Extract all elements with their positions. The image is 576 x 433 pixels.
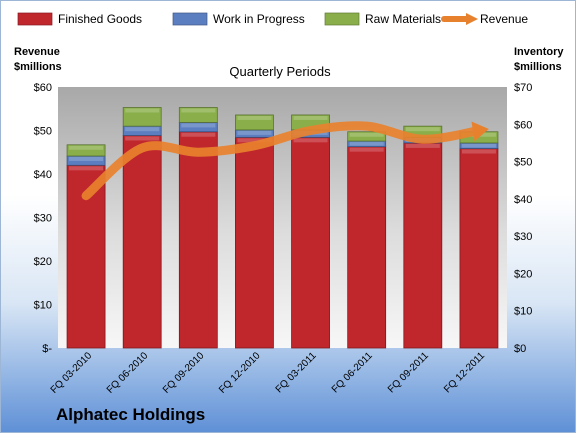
x-tick-label: FQ 03-2010 (49, 350, 95, 396)
bar-highlight (461, 143, 496, 148)
left-tick-label: $- (42, 343, 52, 355)
bar-highlight (349, 142, 384, 146)
bar-finished-goods (347, 146, 387, 349)
right-tick-label: $70 (514, 82, 532, 94)
revenue-line (81, 121, 484, 201)
right-tick-label: $60 (514, 119, 532, 131)
bar-highlight (181, 132, 216, 137)
legend: Finished Goods Work in Progress Raw Materi… (17, 12, 528, 26)
right-axis: $0 $10 $20 $30 $40 $50 $60 $70 (514, 82, 532, 355)
left-tick-label: $20 (34, 256, 52, 268)
x-tick-label: FQ 09-2011 (386, 350, 431, 395)
bar-highlight (69, 156, 104, 161)
right-tick-label: $40 (514, 194, 532, 206)
legend-label: Raw Materials (365, 12, 441, 26)
bar-finished-goods (235, 136, 274, 349)
revenue-arrowhead (471, 121, 489, 142)
legend-swatch-raw-materials (324, 12, 360, 26)
left-axis: $- $10 $20 $30 $40 $50 $60 (34, 82, 53, 355)
right-tick-label: $10 (514, 306, 532, 318)
bar-highlight (181, 108, 216, 113)
company-name: Alphatec Holdings (56, 405, 206, 424)
bars (66, 107, 499, 349)
x-tick-label: FQ 06-2010 (105, 350, 151, 396)
x-tick-label: FQ 06-2011 (330, 350, 375, 395)
bar-raw-materials (66, 144, 106, 157)
bar-finished-goods (122, 135, 162, 349)
revenue-line-layer (81, 121, 489, 201)
bar-finished-goods (459, 148, 499, 349)
x-tick-label: FQ 09-2010 (161, 350, 207, 396)
legend-label: Finished Goods (58, 12, 142, 26)
bar-highlight (349, 132, 384, 137)
bar-highlight (349, 147, 384, 152)
bar-finished-goods (178, 131, 218, 349)
bar-highlight (69, 166, 104, 171)
legend-swatch-finished-goods (17, 12, 53, 26)
left-tick-label: $10 (34, 300, 52, 312)
x-tick-label: FQ 03-2011 (274, 350, 319, 395)
right-axis-label-line2: $millions (514, 61, 562, 73)
legend-label: Revenue (480, 12, 528, 26)
left-tick-label: $50 (34, 126, 52, 138)
bar-highlight (237, 138, 272, 143)
left-tick-label: $60 (34, 82, 52, 94)
bar-finished-goods (291, 136, 330, 349)
bar-highlight (125, 108, 160, 113)
right-axis-label-line1: Inventory (514, 46, 564, 58)
bar-highlight (125, 127, 160, 132)
left-axis-label-line1: Revenue (14, 46, 60, 58)
right-tick-label: $50 (514, 157, 532, 169)
legend-arrowhead (466, 13, 478, 25)
legend-swatch-work-in-progress (172, 12, 208, 26)
bar-highlight (405, 127, 440, 132)
left-tick-label: $40 (34, 169, 52, 181)
bar-highlight (125, 136, 160, 141)
x-axis: FQ 03-2010 FQ 06-2010 FQ 09-2010 FQ 12-2010… (49, 350, 488, 396)
bar-finished-goods (403, 142, 443, 349)
x-tick-label: FQ 12-2011 (442, 350, 487, 395)
x-tick-label: FQ 12-2010 (217, 350, 263, 396)
bar-highlight (405, 143, 440, 148)
bar-highlight (237, 115, 272, 120)
legend-label: Work in Progress (213, 12, 305, 26)
bar-highlight (181, 123, 216, 128)
left-axis-label-line2: $millions (14, 61, 62, 73)
bar-highlight (293, 115, 328, 120)
bar-highlight (69, 145, 104, 150)
right-tick-label: $0 (514, 343, 526, 355)
left-tick-label: $30 (34, 213, 52, 225)
bar-highlight (237, 130, 272, 135)
bar-highlight (461, 149, 496, 154)
chart-title: Quarterly Periods (229, 64, 331, 79)
bar-highlight (293, 138, 328, 143)
right-tick-label: $20 (514, 268, 532, 280)
right-tick-label: $30 (514, 231, 532, 243)
